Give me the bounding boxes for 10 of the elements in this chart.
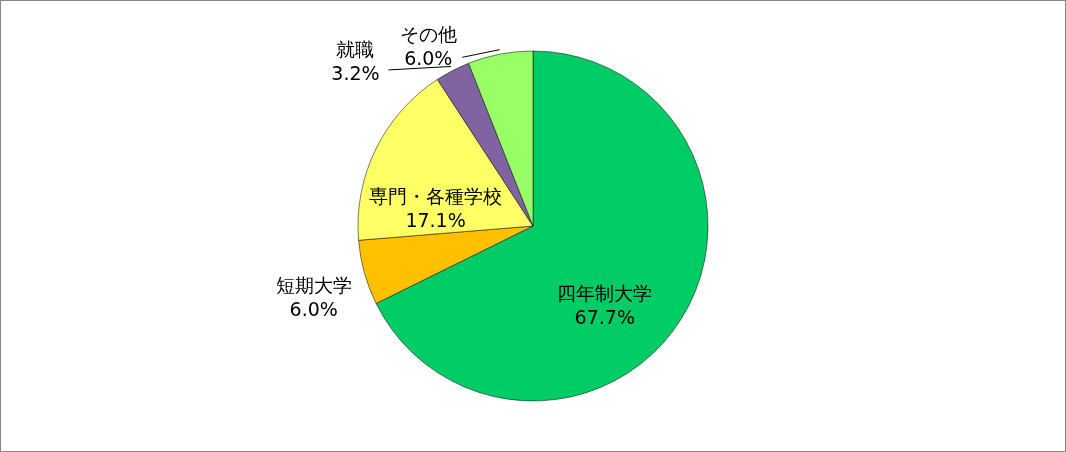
data-label: 6.0% <box>289 297 338 320</box>
data-label: 6.0% <box>404 47 453 70</box>
slice-label: その他 <box>399 23 457 46</box>
data-label: 17.1% <box>405 209 466 232</box>
data-label: 3.2% <box>331 61 380 84</box>
slice-label: 四年制大学 <box>557 281 653 304</box>
slice-label: 専門・各種学校 <box>369 185 503 208</box>
data-label: 67.7% <box>574 305 635 328</box>
slice-label: 就職 <box>336 37 375 60</box>
slice-label: 短期大学 <box>275 273 352 296</box>
